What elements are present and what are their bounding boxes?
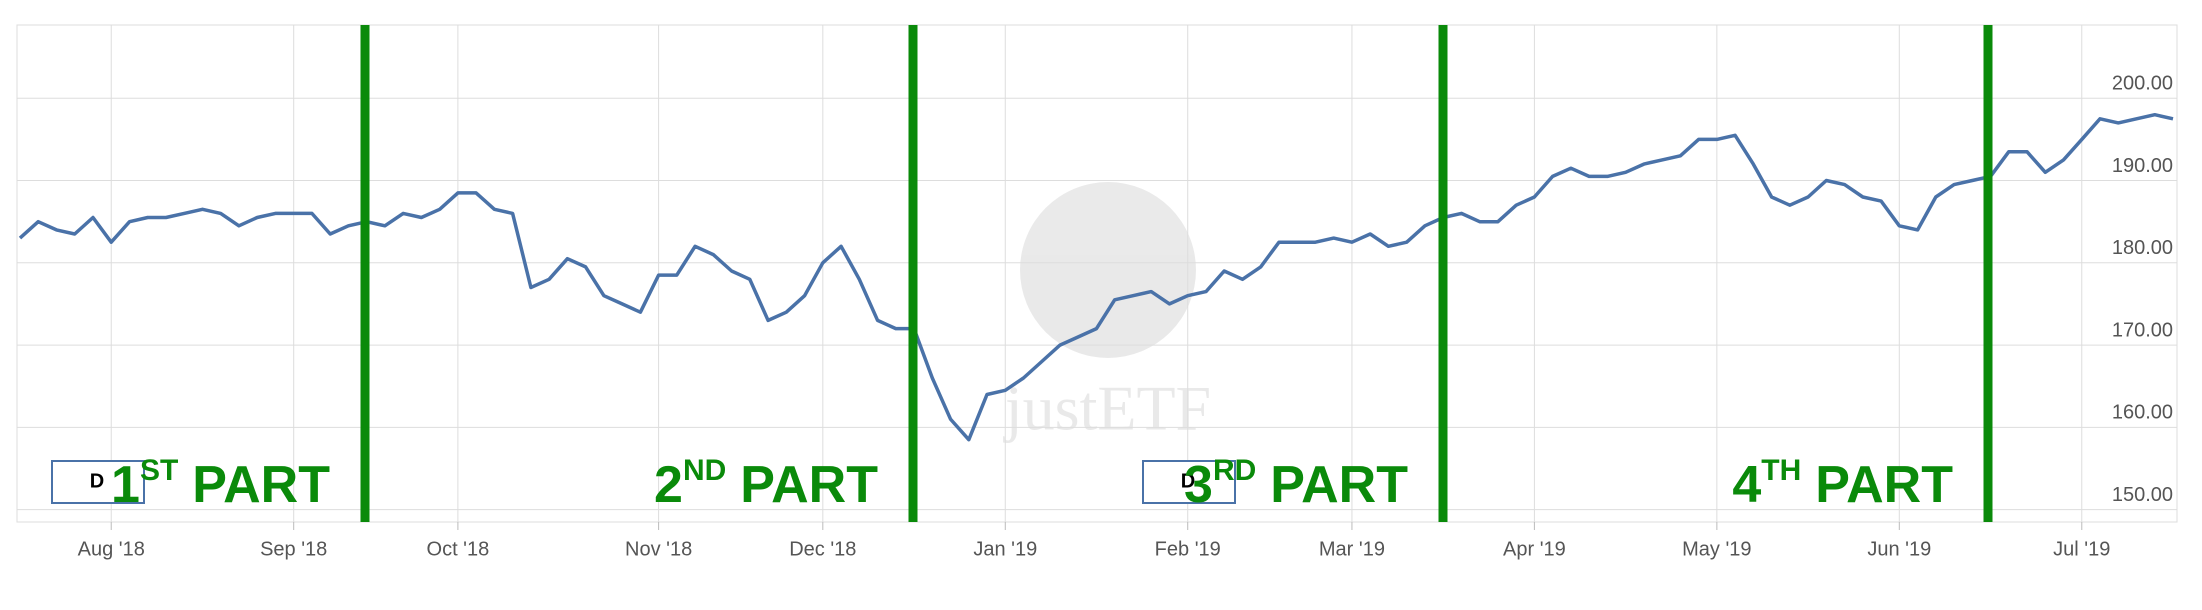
- flag-marker: D: [51, 460, 145, 504]
- x-tick-label: Jun '19: [1867, 538, 1931, 560]
- x-tick-label: Apr '19: [1503, 538, 1566, 560]
- flag-box: [51, 460, 145, 504]
- x-tick-label: Sep '18: [260, 538, 327, 560]
- x-tick-label: Aug '18: [78, 538, 145, 560]
- part-number: 4: [1732, 456, 1761, 514]
- y-tick-label: 200.00: [2112, 73, 2173, 95]
- part-text: PART: [740, 456, 878, 514]
- watermark-text: justETF: [1003, 373, 1211, 444]
- x-tick-label: Jul '19: [2053, 538, 2110, 560]
- part-label: 2ND PART: [654, 454, 878, 514]
- part-suffix: ND: [683, 454, 726, 487]
- part-label: 1ST PART: [111, 454, 330, 514]
- watermark-logo: [1020, 182, 1196, 358]
- x-tick-label: Jan '19: [973, 538, 1037, 560]
- part-suffix: ST: [140, 454, 178, 487]
- part-suffix: TH: [1761, 454, 1801, 487]
- x-tick-label: Dec '18: [789, 538, 856, 560]
- part-number: 1: [111, 456, 140, 514]
- part-text: PART: [1270, 456, 1408, 514]
- flag-label: D: [90, 470, 104, 492]
- x-tick-label: Mar '19: [1319, 538, 1385, 560]
- y-tick-label: 160.00: [2112, 402, 2173, 424]
- part-text: PART: [192, 456, 330, 514]
- x-tick-label: May '19: [1682, 538, 1751, 560]
- watermark: justETF: [1003, 182, 1211, 444]
- flag-label: D: [1181, 470, 1195, 492]
- part-label: 4TH PART: [1732, 454, 1953, 514]
- y-tick-label: 150.00: [2112, 484, 2173, 506]
- plot-area: [16, 24, 2178, 523]
- y-tick-label: 180.00: [2112, 237, 2173, 259]
- part-number: 3: [1184, 456, 1213, 514]
- part-number: 2: [654, 456, 683, 514]
- part-suffix: RD: [1213, 454, 1256, 487]
- flag-box: [1142, 460, 1236, 504]
- flag-marker: D: [1142, 460, 1236, 504]
- part-label: 3RD PART: [1184, 454, 1408, 514]
- y-tick-label: 190.00: [2112, 155, 2173, 177]
- x-tick-label: Oct '18: [427, 538, 490, 560]
- x-tick-label: Feb '19: [1155, 538, 1221, 560]
- part-text: PART: [1815, 456, 1953, 514]
- y-tick-label: 170.00: [2112, 319, 2173, 341]
- x-tick-label: Nov '18: [625, 538, 692, 560]
- price-line: [18, 112, 2174, 442]
